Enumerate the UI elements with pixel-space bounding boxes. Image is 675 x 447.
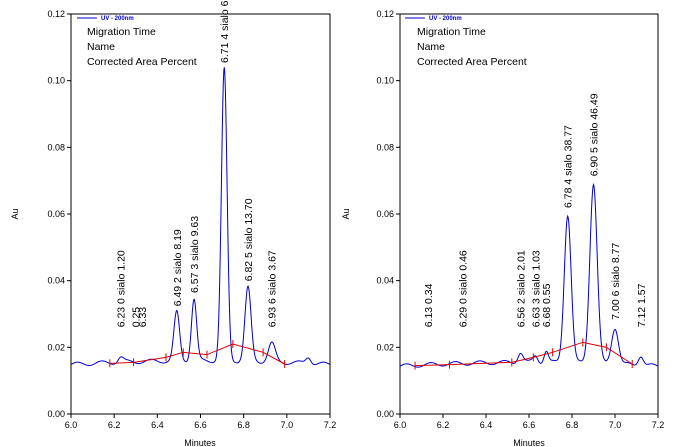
y-tick-label: 0.00 (376, 409, 394, 419)
peak-label: 6.56 2 sialo 2.01 (515, 250, 527, 327)
x-tick-label: 6.2 (108, 420, 121, 430)
y-tick-label: 0.10 (376, 76, 394, 86)
y-tick-label: 0.00 (47, 409, 65, 419)
y-tick-label: 0.08 (376, 142, 394, 152)
y-tick-label: 0.02 (376, 342, 394, 352)
x-tick-label: 6.2 (437, 420, 450, 430)
x-tick-label: 7.2 (324, 420, 337, 430)
y-tick-label: 0.04 (47, 276, 65, 286)
peak-label: 6.29 0 sialo 0.46 (457, 250, 469, 327)
peak-label: 6.63 3 sialo 1.03 (530, 250, 542, 327)
peak-label: 6.93 6 sialo 3.67 (267, 250, 279, 327)
y-axis-title: Au (341, 208, 351, 219)
legend-line-corrected-area-percent: Corrected Area Percent (417, 56, 527, 68)
x-axis-title: Minutes (184, 438, 216, 447)
legend-line-name: Name (417, 41, 445, 53)
legend-line-name: Name (87, 41, 115, 53)
legend-line-migration-time: Migration Time (87, 26, 156, 38)
peak-label: 7.12 1.57 (636, 283, 648, 327)
x-tick-label: 7.0 (609, 420, 622, 430)
x-tick-label: 6.8 (237, 420, 250, 430)
plot-frame (70, 13, 331, 415)
peak-label: 0.25 (131, 307, 143, 328)
y-tick-label: 0.06 (47, 209, 65, 219)
x-tick-label: 7.0 (281, 420, 294, 430)
peak-label: 6.49 2 sialo 8.19 (172, 229, 184, 306)
peak-label: 6.68 0.55 (541, 283, 553, 327)
x-tick-label: 7.2 (652, 420, 665, 430)
y-tick-label: 0.12 (47, 9, 65, 19)
y-tick-label: 0.08 (47, 142, 65, 152)
x-tick-label: 6.6 (523, 420, 536, 430)
y-tick-label: 0.12 (376, 9, 394, 19)
y-axis-title: Au (10, 208, 20, 219)
x-tick-label: 6.0 (394, 420, 407, 430)
peak-label: 6.78 4 sialo 38.77 (563, 125, 575, 208)
peak-label: 7.00 6 sialo 8.77 (610, 242, 622, 319)
legend-series-name: UV - 200nm (429, 16, 462, 22)
y-tick-label: 0.02 (47, 342, 65, 352)
peak-label: 6.33 (137, 307, 149, 328)
peak-label: 6.13 0.34 (423, 283, 435, 327)
peak-label: 6.23 0 sialo 1.20 (116, 250, 128, 327)
uv-trace-line (70, 67, 331, 367)
integration-baseline (415, 341, 633, 367)
peak-label: 6.57 3 sialo 9.63 (189, 216, 201, 293)
y-tick-label: 0.06 (376, 209, 394, 219)
chromatogram-left: Minutes Au UV - 200nm Migration Time Nam… (10, 0, 336, 447)
x-tick-label: 6.0 (65, 420, 78, 430)
plot-frame (399, 13, 659, 415)
legend-line-corrected-area-percent: Corrected Area Percent (87, 56, 197, 68)
y-tick-label: 0.10 (47, 76, 65, 86)
chromatogram-right: Minutes Au UV - 200nm Migration Time Nam… (341, 9, 664, 447)
peak-label: 6.82 5 sialo 13.70 (243, 198, 255, 281)
peak-label: 6.90 5 sialo 46.49 (589, 93, 601, 176)
uv-trace-line (399, 182, 659, 368)
integration-baseline (109, 343, 285, 365)
x-tick-label: 6.4 (480, 420, 493, 430)
x-tick-label: 6.8 (566, 420, 579, 430)
x-tick-label: 6.4 (151, 420, 164, 430)
x-tick-label: 6.6 (194, 420, 207, 430)
x-axis-title: Minutes (513, 438, 545, 447)
peak-label: 6.71 4 sialo 63.35 (219, 0, 231, 63)
legend: UV - 200nm Migration Time Name Corrected… (77, 16, 197, 68)
y-tick-label: 0.04 (376, 276, 394, 286)
legend-series-name: UV - 200nm (101, 16, 134, 22)
legend-line-migration-time: Migration Time (417, 26, 486, 38)
legend: UV - 200nm Migration Time Name Corrected… (405, 16, 527, 68)
